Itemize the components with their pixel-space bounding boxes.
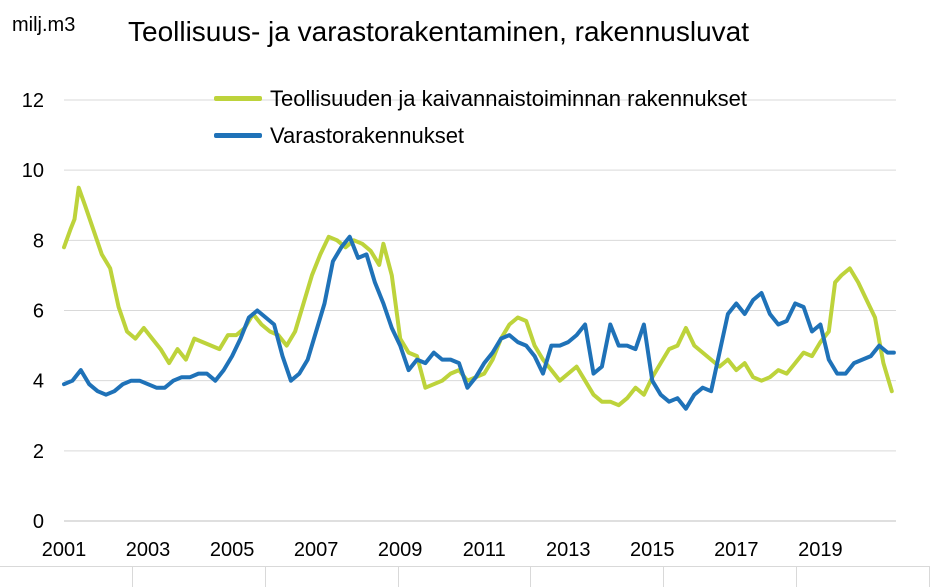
- legend-swatch-varasto: [214, 133, 262, 138]
- x-tick-label: 2019: [798, 539, 843, 561]
- x-tick-label: 2017: [714, 539, 759, 561]
- y-tick-label: 12: [22, 90, 44, 112]
- x-tick-label: 2003: [126, 539, 171, 561]
- x-axis-tick-labels: 2001 2003 2005 2007 2009 2011 2013 2015 2017 2019: [42, 539, 843, 561]
- x-tick-label: 2015: [630, 539, 675, 561]
- x-tick-label: 2007: [294, 539, 339, 561]
- y-tick-label: 2: [33, 441, 44, 463]
- series-lines: [62, 185, 896, 411]
- x-tick-label: 2009: [378, 539, 423, 561]
- series-line-0: [62, 185, 894, 408]
- legend-swatch-teollisuus: [214, 96, 262, 101]
- y-axis-tick-labels: 0 2 4 6 8 10 12: [22, 90, 44, 533]
- x-tick-label: 2001: [42, 539, 87, 561]
- y-tick-label: 6: [33, 301, 44, 323]
- legend-item-varasto: Varastorakennukset: [214, 117, 747, 154]
- legend: Teollisuuden ja kaivannaistoiminnan rake…: [214, 80, 747, 154]
- gridlines: [64, 99, 896, 452]
- series-line-1: [62, 234, 896, 411]
- y-tick-label: 4: [33, 371, 44, 393]
- x-tick-label: 2005: [210, 539, 255, 561]
- x-tick-label: 2011: [463, 539, 506, 561]
- legend-label-varasto: Varastorakennukset: [270, 122, 465, 148]
- y-tick-label: 10: [22, 160, 44, 182]
- legend-label-teollisuus: Teollisuuden ja kaivannaistoiminnan rake…: [270, 85, 747, 111]
- legend-item-teollisuus: Teollisuuden ja kaivannaistoiminnan rake…: [214, 80, 747, 117]
- y-tick-label: 8: [33, 230, 44, 252]
- chart-title: Teollisuus- ja varastorakentaminen, rake…: [128, 16, 749, 47]
- y-tick-label: 0: [33, 511, 44, 533]
- sheet-tab-strip: [0, 566, 930, 587]
- x-tick-label: 2013: [546, 539, 591, 561]
- y-axis-unit-label: milj.m3: [12, 14, 76, 36]
